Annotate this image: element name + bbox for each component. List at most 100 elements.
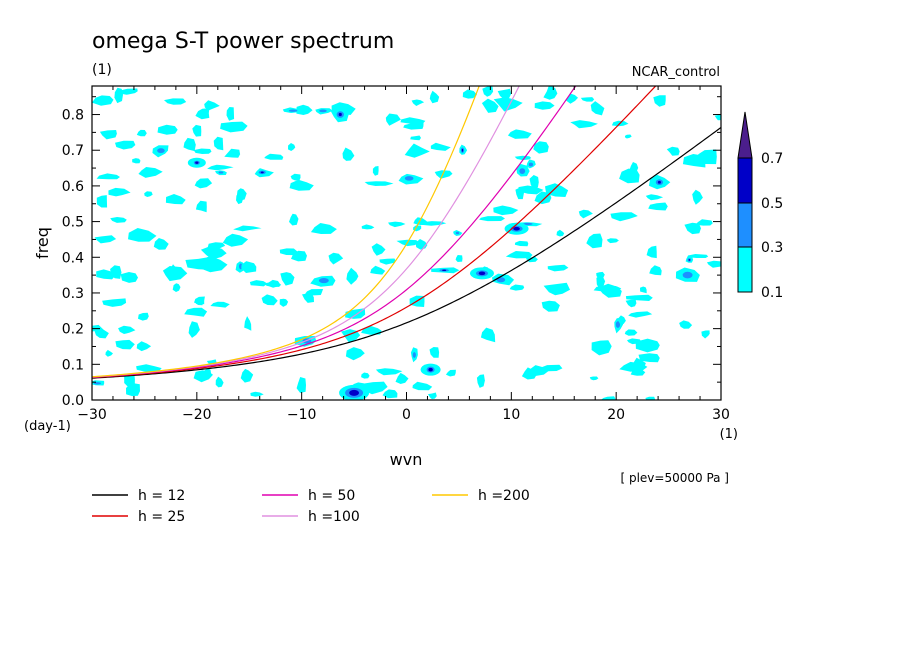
contour-region bbox=[364, 181, 394, 186]
dispersion-curve-h25 bbox=[92, 86, 657, 379]
contour-region bbox=[625, 294, 653, 301]
contour-region bbox=[261, 294, 278, 306]
contour-region bbox=[534, 101, 555, 110]
contour-region bbox=[144, 191, 153, 197]
contour-region bbox=[545, 183, 569, 197]
contour-region bbox=[115, 339, 135, 350]
contour-region bbox=[260, 171, 264, 174]
contour-region bbox=[624, 329, 638, 336]
contour-region bbox=[556, 229, 565, 237]
contour-region bbox=[395, 372, 409, 384]
legend-label: h =200 bbox=[478, 488, 530, 504]
contour-region bbox=[288, 143, 296, 151]
contour-region bbox=[361, 224, 375, 230]
contour-region bbox=[318, 277, 329, 284]
contour-region bbox=[428, 392, 437, 400]
contour-region bbox=[118, 325, 136, 334]
contour-region bbox=[600, 396, 616, 400]
legend-label: h = 50 bbox=[308, 488, 355, 504]
contour-region bbox=[136, 364, 162, 372]
contour-region bbox=[157, 124, 178, 135]
contour-region bbox=[108, 187, 131, 197]
contour-region bbox=[289, 213, 299, 226]
contour-region bbox=[482, 86, 494, 97]
x-tick-label: 10 bbox=[502, 407, 520, 423]
contour-region bbox=[590, 101, 605, 116]
contour-region bbox=[250, 391, 264, 397]
contour-region bbox=[93, 382, 102, 385]
contour-region bbox=[388, 221, 406, 228]
contour-region bbox=[578, 209, 593, 219]
contour-region bbox=[610, 212, 638, 222]
contour-region bbox=[480, 327, 496, 343]
contour-region bbox=[362, 381, 388, 395]
contour-region bbox=[541, 300, 560, 312]
contour-region bbox=[462, 89, 477, 99]
contour-region bbox=[538, 364, 563, 372]
contour-region bbox=[218, 171, 224, 174]
contour-region bbox=[319, 109, 327, 113]
dispersion-curve-h12 bbox=[92, 126, 721, 379]
x-tick-label: −30 bbox=[77, 407, 107, 423]
contour-region bbox=[200, 245, 227, 260]
contour-region bbox=[404, 143, 430, 158]
contour-region bbox=[92, 95, 114, 106]
contour-region bbox=[521, 367, 538, 380]
colorbar-segment bbox=[737, 246, 753, 293]
x-tick-label: 30 bbox=[712, 407, 730, 423]
colorbar-overflow bbox=[737, 111, 753, 159]
contour-region bbox=[157, 148, 165, 154]
contour-region bbox=[96, 269, 117, 280]
contour-region bbox=[183, 137, 196, 152]
contour-region bbox=[310, 223, 337, 234]
contour-region bbox=[593, 286, 622, 292]
contour-region bbox=[99, 130, 117, 140]
y-tick-label: 0.8 bbox=[62, 108, 84, 124]
contour-region bbox=[264, 153, 284, 160]
contour-region bbox=[410, 135, 421, 141]
contour-region bbox=[210, 301, 230, 308]
dispersion-curve-h100 bbox=[92, 86, 520, 378]
contour-region bbox=[215, 376, 224, 388]
contour-region bbox=[361, 372, 370, 379]
contour-region bbox=[289, 179, 314, 191]
contour-region bbox=[220, 121, 248, 133]
contour-region bbox=[615, 321, 621, 328]
contour-region bbox=[371, 243, 386, 256]
contour-region bbox=[240, 368, 254, 383]
y-tick-label: 0.6 bbox=[62, 179, 84, 195]
contour-region bbox=[305, 289, 324, 296]
contour-region bbox=[682, 271, 693, 279]
contour-region bbox=[184, 307, 208, 317]
contour-region bbox=[596, 271, 605, 279]
x-unit-label: (1) bbox=[720, 427, 738, 442]
x-tick-label: 20 bbox=[607, 407, 625, 423]
contour-region bbox=[514, 240, 529, 247]
contour-region bbox=[624, 134, 632, 139]
contour-region bbox=[193, 148, 212, 154]
contour-region bbox=[543, 282, 570, 296]
contour-region bbox=[162, 266, 188, 282]
contour-region bbox=[126, 382, 140, 397]
contour-region bbox=[105, 349, 113, 357]
contour-region bbox=[96, 173, 120, 180]
colorbar-label: 0.3 bbox=[761, 240, 783, 256]
contour-region bbox=[279, 248, 298, 256]
contour-region bbox=[706, 260, 721, 268]
colorbar-label: 0.1 bbox=[761, 285, 783, 301]
contour-region bbox=[241, 261, 257, 273]
contour-region bbox=[519, 168, 526, 175]
contour-region bbox=[684, 222, 701, 235]
contour-region bbox=[666, 146, 680, 156]
contour-region bbox=[400, 117, 426, 124]
contour-region bbox=[280, 272, 295, 286]
contour-region bbox=[132, 158, 141, 164]
contour-region bbox=[618, 315, 626, 326]
y-tick-label: 0.3 bbox=[62, 286, 84, 302]
contour-region bbox=[518, 185, 544, 195]
legend: h = 12 h = 25 h = 50 h =100 h =200 bbox=[92, 488, 530, 525]
contour-layer bbox=[92, 86, 721, 400]
contour-region bbox=[385, 113, 401, 126]
contour-region bbox=[375, 368, 403, 376]
contour-region bbox=[382, 389, 398, 399]
